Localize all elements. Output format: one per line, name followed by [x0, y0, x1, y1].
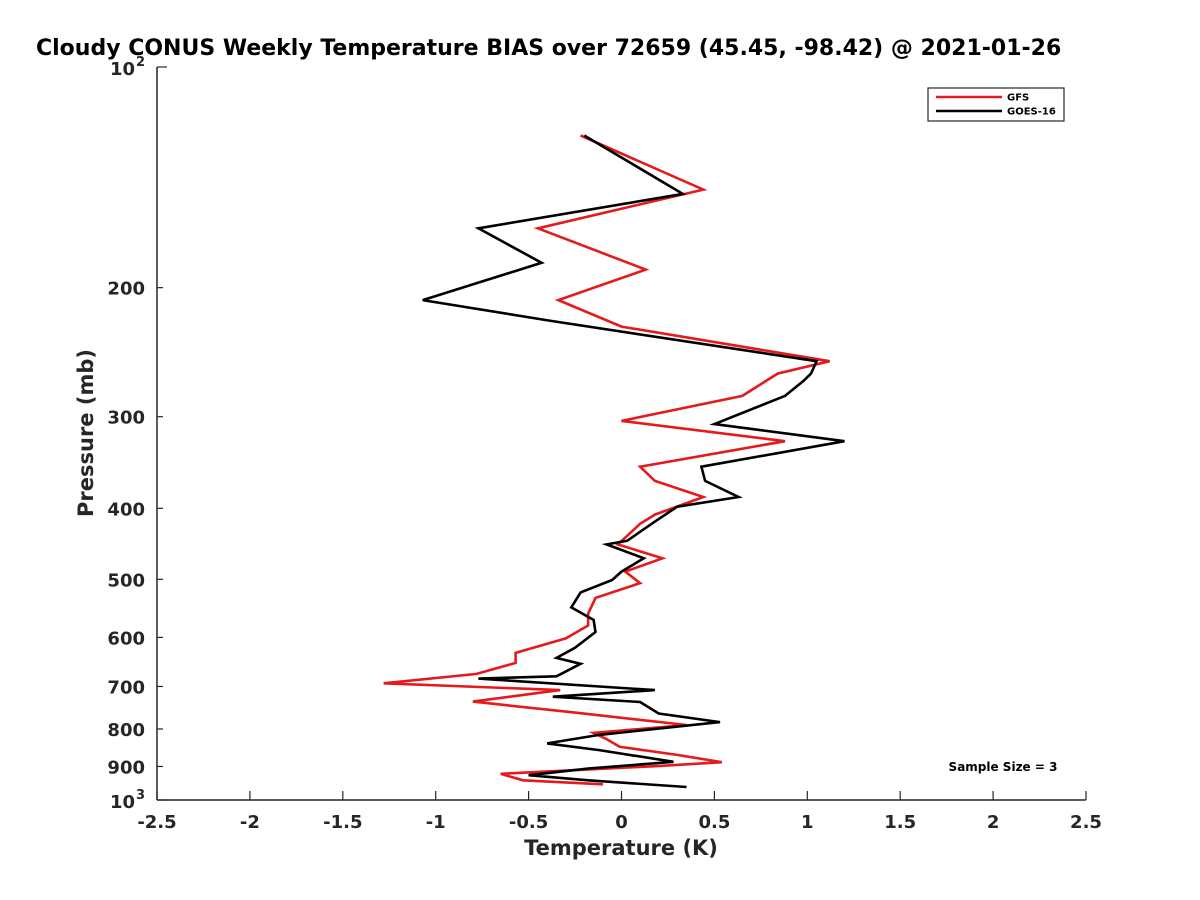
- x-tick-label: -2.5: [137, 812, 176, 833]
- x-tick-label: -0.5: [509, 812, 548, 833]
- sample-size-annotation: Sample Size = 3: [949, 760, 1058, 774]
- chart-title: Cloudy CONUS Weekly Temperature BIAS ove…: [36, 36, 1061, 61]
- legend-label-goes-16: GOES-16: [1007, 107, 1056, 118]
- series-line-gfs: [383, 134, 830, 786]
- x-axis-label: Temperature (K): [524, 836, 718, 860]
- x-tick-label: 1: [801, 812, 814, 833]
- series-group: [383, 134, 845, 789]
- y-tick-label: 200: [107, 279, 145, 300]
- y-axis-label: Pressure (mb): [74, 349, 98, 517]
- legend: GFS GOES-16: [927, 87, 1065, 122]
- legend-label-gfs: GFS: [1007, 93, 1029, 104]
- y-tick-label: 700: [107, 677, 145, 698]
- x-tick-label: 2.5: [1070, 812, 1102, 833]
- x-tick-label: 0: [615, 812, 628, 833]
- y-tick-label: 300: [107, 408, 145, 429]
- axes-group: -2.5 -2 -1.5 -1 -0.5 0 0.5 1 1.5 2 2.5 200 300 400 500…: [107, 55, 1102, 833]
- y-tick-label: 600: [107, 628, 145, 649]
- y-tick-label: 500: [107, 570, 145, 591]
- x-tick-label: -1: [426, 812, 446, 833]
- y-tick-label: 900: [107, 757, 145, 778]
- x-tick-label: -1.5: [323, 812, 362, 833]
- y-tick-label-power: 10: [110, 792, 135, 813]
- y-tick-label-exponent: 2: [136, 55, 145, 70]
- legend-box: [927, 87, 1065, 122]
- y-tick-label: 800: [107, 720, 145, 741]
- x-tick-label: 2: [987, 812, 1000, 833]
- y-tick-label: 400: [107, 499, 145, 520]
- x-tick-label: 1.5: [884, 812, 916, 833]
- y-tick-label-power: 10: [110, 59, 135, 80]
- series-line-goes-16: [422, 134, 845, 789]
- x-tick-label: -2: [240, 812, 260, 833]
- y-tick-label-exponent: 3: [136, 788, 145, 803]
- x-tick-label: 0.5: [698, 812, 730, 833]
